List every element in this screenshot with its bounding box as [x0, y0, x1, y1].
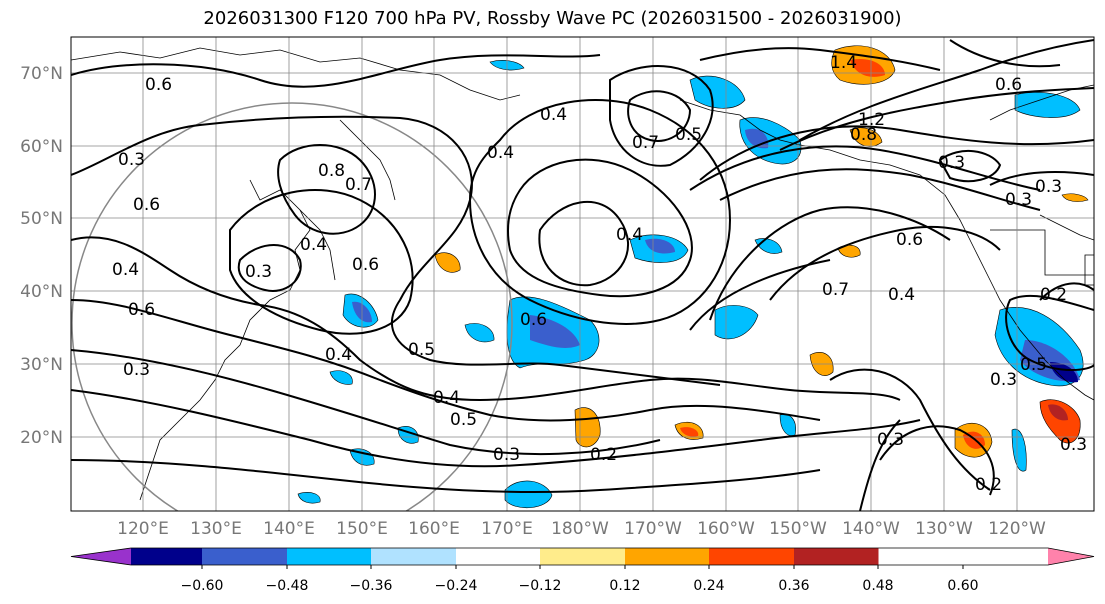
colorbar-tick-labels: −0.60 −0.48 −0.36 −0.24 −0.12 0.12 0.24 …	[181, 578, 979, 594]
contour-label: 0.5	[450, 410, 477, 430]
contour-label: 0.3	[493, 445, 520, 465]
contour-label: 0.4	[888, 285, 915, 305]
colorbar-segment	[456, 548, 541, 565]
contour-label: 0.4	[487, 143, 514, 163]
colorbar-segment	[202, 548, 288, 565]
lon-label: 140°E	[263, 519, 315, 539]
lat-label: 30°N	[20, 355, 63, 375]
coastlines	[71, 47, 1094, 501]
contour-label: 0.2	[975, 475, 1002, 495]
contour-label: 0.2	[1040, 285, 1067, 305]
contour-label: 0.3	[938, 153, 965, 173]
contour-label: 0.7	[345, 175, 372, 195]
contour-labels: 0.6 0.7 0.6 0.3 0.4 0.5 0.4 0.5 0.3 0.2 …	[112, 53, 1087, 495]
contour-label: 1.4	[830, 53, 857, 73]
contour-label: 0.3	[990, 370, 1017, 390]
longitude-labels: 120°E 130°E 140°E 150°E 160°E 170°E 180°…	[117, 519, 1046, 539]
colorbar-segment	[625, 548, 710, 565]
contour-label: 0.3	[1035, 177, 1062, 197]
contour-label: 1.2	[858, 110, 885, 130]
contour-label: 0.4	[433, 388, 460, 408]
contour-label: 0.3	[1005, 190, 1032, 210]
chart-title: 2026031300 F120 700 hPa PV, Rossby Wave …	[203, 8, 902, 29]
colorbar-segment	[131, 548, 203, 565]
lon-label: 160°W	[697, 519, 755, 539]
contour-label: 0.6	[133, 195, 160, 215]
lat-label: 20°N	[20, 428, 63, 448]
colorbar-segment	[540, 548, 626, 565]
contour-label: 0.6	[995, 75, 1022, 95]
contour-label: 0.3	[123, 360, 150, 380]
contour-label: 0.3	[118, 150, 145, 170]
lon-label: 160°E	[408, 519, 460, 539]
contour-label: 0.2	[590, 445, 617, 465]
contour-label: 0.5	[675, 125, 702, 145]
lon-label: 120°E	[117, 519, 169, 539]
lon-label: 170°E	[481, 519, 533, 539]
contour-label: 0.5	[1020, 355, 1047, 375]
colorbar-segment	[794, 548, 879, 565]
lon-label: 140°W	[842, 519, 900, 539]
colorbar-label: −0.24	[435, 578, 478, 594]
contour-label: 0.6	[128, 300, 155, 320]
colorbar-label: 0.24	[693, 578, 724, 594]
colorbar-label: −0.48	[266, 578, 309, 594]
colorbar-label: −0.60	[181, 578, 224, 594]
map-border	[70, 36, 1095, 512]
contour-label: 0.3	[245, 262, 272, 282]
latitude-labels: 70°N 60°N 50°N 40°N 30°N 20°N	[20, 64, 63, 448]
colorbar	[70, 547, 1095, 569]
lon-label: 130°W	[915, 519, 973, 539]
contour-label: 0.3	[877, 430, 904, 450]
lon-label: 120°W	[988, 519, 1046, 539]
contour-label: 0.8	[318, 161, 345, 181]
colorbar-label: 0.36	[778, 578, 809, 594]
colorbar-segment	[287, 548, 372, 565]
colorbar-label: 0.12	[609, 578, 640, 594]
contour-label: 0.6	[896, 230, 923, 250]
contour-label: 0.4	[325, 345, 352, 365]
lat-label: 70°N	[20, 64, 63, 84]
contour-label: 0.3	[1060, 435, 1087, 455]
contour-label: 0.6	[520, 310, 547, 330]
colorbar-label: −0.12	[519, 578, 562, 594]
lat-label: 60°N	[20, 137, 63, 157]
lon-label: 130°E	[190, 519, 242, 539]
contour-label: 0.5	[408, 340, 435, 360]
lat-label: 50°N	[20, 209, 63, 229]
lat-label: 40°N	[20, 282, 63, 302]
colorbar-extend-high	[1048, 548, 1094, 565]
colorbar-label: 0.60	[947, 578, 978, 594]
reference-circle	[71, 102, 513, 511]
contour-label: 0.4	[540, 105, 567, 125]
colorbar-extend-low	[71, 548, 131, 565]
colorbar-label: 0.48	[862, 578, 893, 594]
contour-label: 0.8	[850, 125, 877, 145]
contour-label: 0.4	[112, 260, 139, 280]
contour-label: 0.7	[822, 280, 849, 300]
lon-label: 150°W	[769, 519, 827, 539]
contour-label: 0.7	[632, 133, 659, 153]
pv-contours	[71, 39, 1094, 511]
graticule	[71, 37, 1094, 511]
contour-label: 0.4	[616, 225, 643, 245]
contour-label: 0.4	[300, 235, 327, 255]
contour-label: 0.6	[352, 255, 379, 275]
lon-label: 170°W	[624, 519, 682, 539]
colorbar-segment	[371, 548, 457, 565]
colorbar-label: −0.36	[350, 578, 393, 594]
colorbar-outline	[70, 547, 1095, 566]
lon-label: 180°W	[551, 519, 609, 539]
lon-label: 150°E	[336, 519, 388, 539]
colorbar-segment	[709, 548, 795, 565]
contour-label: 0.6	[145, 75, 172, 95]
